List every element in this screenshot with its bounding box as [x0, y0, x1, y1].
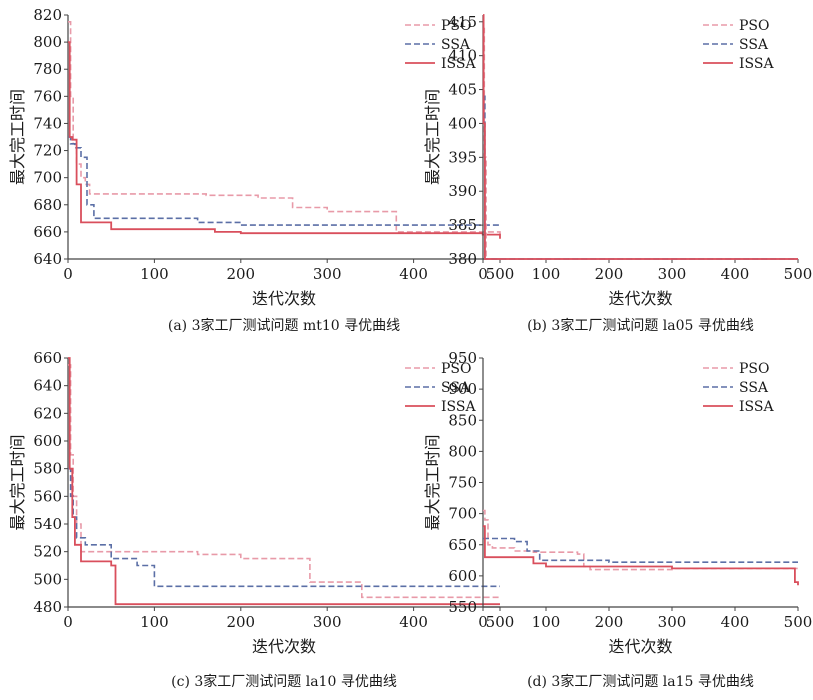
- chart-panel-2: 480 500 520 540 560 580 600 620 640 660 0 100 200 300…: [8, 349, 514, 690]
- y-tick-label: 780: [33, 60, 62, 78]
- y-tick-label: 640: [33, 250, 62, 268]
- series-line-issa: [482, 14, 798, 260]
- y-tick-label: 950: [448, 349, 477, 367]
- x-axis-label: 迭代次数: [608, 637, 672, 656]
- y-tick-label: 750: [448, 474, 477, 492]
- x-tick-label: 100: [532, 613, 561, 631]
- series-line-ssa: [68, 136, 500, 226]
- series-line-ssa: [483, 95, 798, 260]
- x-tick-label: 0: [63, 613, 73, 631]
- y-tick-label: 390: [448, 182, 477, 200]
- legend-label-issa: ISSA: [739, 56, 774, 72]
- x-tick-label: 0: [478, 265, 488, 283]
- y-tick-label: 800: [33, 33, 62, 51]
- y-tick-label: 900: [448, 380, 477, 398]
- y-axis-label: 最大完工时间: [423, 434, 442, 530]
- y-tick-label: 600: [448, 567, 477, 585]
- chart-panel-3: 550 600 650 700 750 800 850 900 950 0 100 200 300 400…: [423, 349, 812, 690]
- y-tick-label: 385: [448, 216, 477, 234]
- x-tick-label: 100: [140, 265, 169, 283]
- y-tick-label: 640: [33, 377, 62, 395]
- y-tick-label: 500: [33, 570, 62, 588]
- y-tick-label: 740: [33, 114, 62, 132]
- y-tick-label: 520: [33, 543, 62, 561]
- y-tick-label: 680: [33, 196, 62, 214]
- y-tick-label: 480: [33, 598, 62, 616]
- legend-label-issa: ISSA: [441, 399, 476, 415]
- legend-label-ssa: SSA: [739, 37, 769, 53]
- y-tick-label: 560: [33, 487, 62, 505]
- legend-label-pso: PSO: [739, 18, 770, 34]
- y-tick-label: 400: [448, 114, 477, 132]
- x-tick-label: 500: [486, 265, 515, 283]
- legend-label-issa: ISSA: [739, 399, 774, 415]
- x-tick-label: 200: [595, 613, 624, 631]
- x-tick-label: 300: [658, 265, 687, 283]
- legend-label-pso: PSO: [739, 361, 770, 377]
- x-tick-label: 400: [721, 265, 750, 283]
- y-tick-label: 550: [448, 598, 477, 616]
- y-axis-label: 最大完工时间: [423, 89, 442, 185]
- legend-label-pso: PSO: [441, 18, 472, 34]
- y-tick-label: 415: [448, 13, 477, 31]
- x-tick-label: 400: [721, 613, 750, 631]
- x-tick-label: 300: [313, 613, 342, 631]
- y-tick-label: 395: [448, 148, 477, 166]
- panel-caption: (c) 3家工厂测试问题 la10 寻优曲线: [171, 673, 397, 690]
- y-tick-label: 580: [33, 460, 62, 478]
- panel-caption: (b) 3家工厂测试问题 la05 寻优曲线: [527, 317, 754, 334]
- x-tick-label: 100: [532, 265, 561, 283]
- y-axis-label: 最大完工时间: [8, 434, 27, 530]
- y-tick-label: 600: [33, 432, 62, 450]
- x-tick-label: 500: [486, 613, 515, 631]
- x-tick-label: 400: [399, 265, 428, 283]
- series-line-issa: [68, 357, 500, 606]
- legend-label-issa: ISSA: [441, 56, 476, 72]
- chart-panel-1: 380 385 390 395 400 405 410 415 0 100 200 300 400 500…: [423, 13, 812, 334]
- y-tick-label: 540: [33, 515, 62, 533]
- x-tick-label: 200: [595, 265, 624, 283]
- y-tick-label: 620: [33, 404, 62, 422]
- y-tick-label: 660: [33, 349, 62, 367]
- x-tick-label: 200: [226, 613, 255, 631]
- series-line-pso: [483, 509, 798, 571]
- panel-caption: (a) 3家工厂测试问题 mt10 寻优曲线: [168, 317, 400, 334]
- x-tick-label: 100: [140, 613, 169, 631]
- series-line-issa: [68, 41, 501, 239]
- y-tick-label: 410: [448, 47, 477, 65]
- legend-label-ssa: SSA: [441, 37, 471, 53]
- y-axis-label: 最大完工时间: [8, 89, 27, 185]
- y-tick-label: 820: [33, 6, 62, 24]
- x-tick-label: 300: [658, 613, 687, 631]
- y-tick-label: 720: [33, 142, 62, 160]
- x-tick-label: 0: [478, 613, 488, 631]
- y-tick-label: 380: [448, 250, 477, 268]
- series-line-ssa: [483, 537, 798, 563]
- x-tick-label: 300: [313, 265, 342, 283]
- x-tick-label: 200: [226, 265, 255, 283]
- y-tick-label: 650: [448, 536, 477, 554]
- legend-label-ssa: SSA: [739, 380, 769, 396]
- y-tick-label: 700: [448, 505, 477, 523]
- legend-label-ssa: SSA: [441, 380, 471, 396]
- x-axis-label: 迭代次数: [252, 289, 316, 308]
- y-tick-label: 405: [448, 81, 477, 99]
- chart-panel-0: 640 660 680 700 720 740 760 780 800 820 0 100 200 300…: [8, 6, 514, 334]
- x-tick-label: 500: [784, 613, 813, 631]
- x-axis-label: 迭代次数: [608, 289, 672, 308]
- panel-caption: (d) 3家工厂测试问题 la15 寻优曲线: [527, 673, 754, 690]
- y-tick-label: 850: [448, 411, 477, 429]
- y-tick-label: 760: [33, 87, 62, 105]
- x-tick-label: 500: [784, 265, 813, 283]
- y-tick-label: 700: [33, 169, 62, 187]
- x-tick-label: 0: [63, 265, 73, 283]
- legend-label-pso: PSO: [441, 361, 472, 377]
- series-line-issa: [483, 525, 799, 586]
- x-tick-label: 400: [399, 613, 428, 631]
- x-axis-label: 迭代次数: [252, 637, 316, 656]
- y-tick-label: 660: [33, 223, 62, 241]
- y-tick-label: 800: [448, 442, 477, 460]
- series-line-pso: [68, 364, 500, 599]
